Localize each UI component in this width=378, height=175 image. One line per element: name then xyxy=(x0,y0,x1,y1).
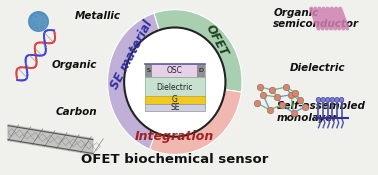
Text: D: D xyxy=(198,68,203,73)
Text: Metallic: Metallic xyxy=(74,10,120,21)
Point xyxy=(274,96,280,98)
Wedge shape xyxy=(154,10,242,92)
Text: OSC: OSC xyxy=(167,66,183,75)
FancyBboxPatch shape xyxy=(145,64,152,77)
Point xyxy=(257,86,263,88)
Circle shape xyxy=(339,97,344,102)
Point xyxy=(254,102,260,104)
Point xyxy=(302,106,308,108)
Wedge shape xyxy=(150,90,242,155)
Circle shape xyxy=(325,97,330,102)
Text: SE material: SE material xyxy=(108,19,155,92)
Text: Dielectric: Dielectric xyxy=(290,63,345,73)
Circle shape xyxy=(321,97,325,102)
Point xyxy=(279,103,285,106)
Text: Integration: Integration xyxy=(135,130,214,143)
Point xyxy=(283,86,289,88)
FancyBboxPatch shape xyxy=(197,64,205,77)
FancyBboxPatch shape xyxy=(145,64,205,77)
Text: Carbon: Carbon xyxy=(56,107,98,117)
FancyBboxPatch shape xyxy=(145,104,205,111)
Text: OFET: OFET xyxy=(203,22,230,58)
Text: Self-assembled
monolayer: Self-assembled monolayer xyxy=(277,101,366,123)
FancyBboxPatch shape xyxy=(145,96,205,104)
Wedge shape xyxy=(108,13,159,151)
Text: Organic
semiconductor: Organic semiconductor xyxy=(273,8,359,29)
Text: OFET biochemical sensor: OFET biochemical sensor xyxy=(81,153,268,166)
Text: G: G xyxy=(172,95,178,104)
Point xyxy=(260,94,266,96)
FancyBboxPatch shape xyxy=(145,77,205,97)
Circle shape xyxy=(124,27,225,137)
Text: Dielectric: Dielectric xyxy=(156,82,193,92)
Point xyxy=(270,89,276,91)
Text: Organic: Organic xyxy=(51,60,97,70)
Circle shape xyxy=(330,97,335,102)
Polygon shape xyxy=(8,125,93,155)
Text: S: S xyxy=(147,68,150,73)
Point xyxy=(291,111,297,114)
Point xyxy=(34,19,40,22)
Circle shape xyxy=(316,97,321,102)
Point xyxy=(297,99,303,101)
Point xyxy=(288,94,294,96)
Point xyxy=(266,108,273,111)
Point xyxy=(293,92,299,94)
Circle shape xyxy=(335,97,339,102)
Text: SE: SE xyxy=(170,103,180,112)
